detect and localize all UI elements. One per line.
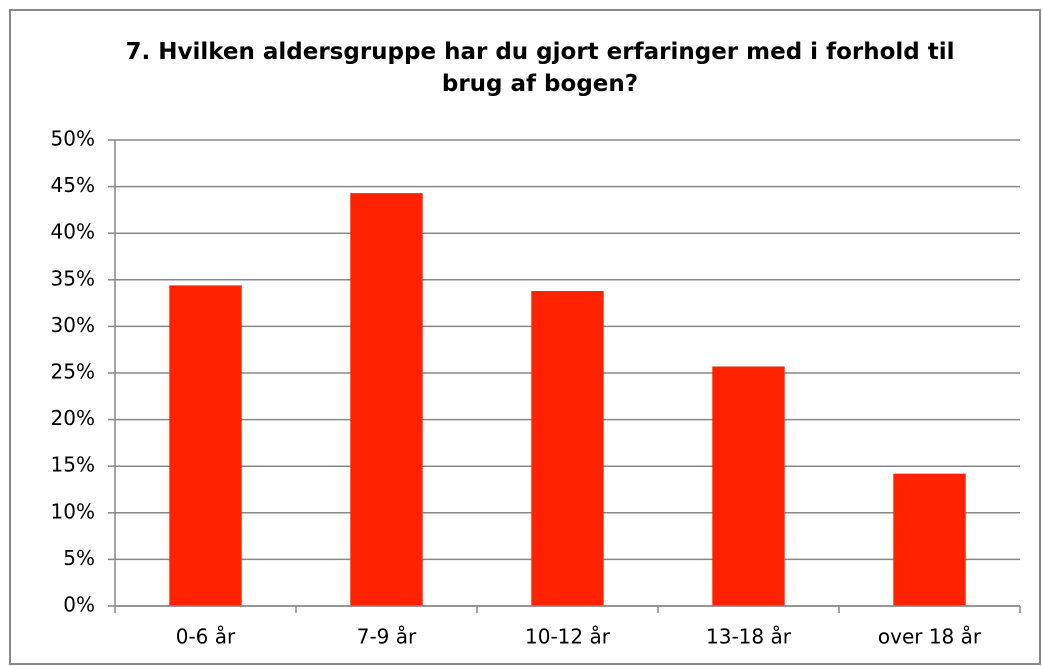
x-tick-label: 10-12 år bbox=[525, 625, 611, 649]
y-tick-label: 10% bbox=[51, 499, 95, 523]
y-tick-label: 50% bbox=[51, 127, 95, 151]
y-tick-label: 25% bbox=[51, 360, 95, 384]
x-tick-label: 7-9 år bbox=[357, 625, 417, 649]
y-tick-label: 20% bbox=[51, 406, 95, 430]
chart-border bbox=[9, 9, 1041, 665]
chart-title: 7. Hvilken aldersgruppe har du gjort erf… bbox=[125, 39, 955, 97]
y-tick-label: 30% bbox=[51, 313, 95, 337]
x-tick-label: 0-6 år bbox=[176, 625, 236, 649]
x-tick-label: over 18 år bbox=[878, 625, 982, 649]
y-tick-label: 35% bbox=[51, 266, 95, 290]
y-tick-label: 40% bbox=[51, 220, 95, 244]
y-tick-label: 5% bbox=[63, 546, 95, 570]
bar bbox=[893, 473, 966, 606]
bar bbox=[531, 290, 604, 606]
bar bbox=[169, 285, 242, 606]
bar bbox=[712, 366, 785, 606]
x-tick-label: 13-18 år bbox=[706, 625, 792, 649]
y-tick-label: 15% bbox=[51, 453, 95, 477]
y-tick-label: 45% bbox=[51, 173, 95, 197]
bar bbox=[350, 193, 423, 606]
y-tick-label: 0% bbox=[63, 593, 95, 617]
